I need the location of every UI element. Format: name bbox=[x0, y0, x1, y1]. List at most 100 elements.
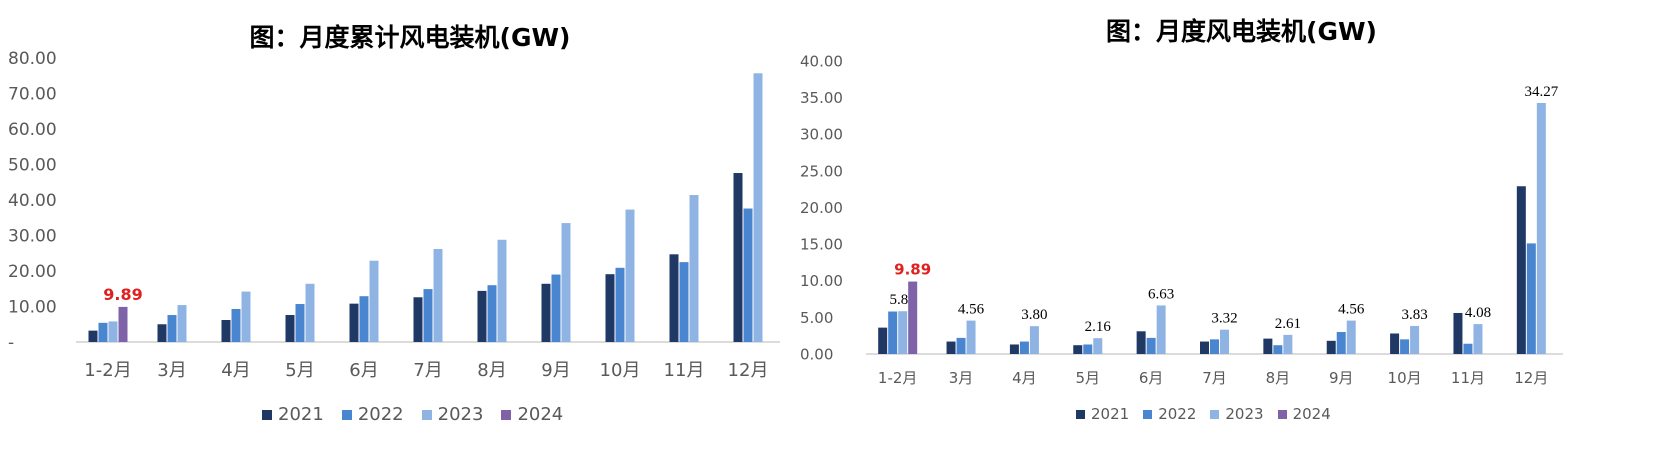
x-tick-label: 6月 bbox=[349, 360, 378, 381]
x-tick-label: 9月 bbox=[541, 360, 570, 381]
x-tick-label: 1-2月 bbox=[878, 369, 918, 387]
bar-2023 bbox=[1346, 320, 1356, 354]
y-tick-label: 20.00 bbox=[800, 199, 843, 217]
data-label: 9.89 bbox=[103, 285, 142, 304]
y-tick-label: - bbox=[8, 333, 14, 353]
x-tick-label: 12月 bbox=[1514, 369, 1548, 387]
bar-2021 bbox=[88, 330, 98, 342]
y-tick-label: 15.00 bbox=[800, 236, 843, 254]
y-tick-label: 40.00 bbox=[800, 52, 843, 70]
bar-2021 bbox=[413, 297, 423, 342]
bar-2022 bbox=[1210, 339, 1219, 354]
x-tick-label: 8月 bbox=[477, 360, 506, 381]
bar-2023 bbox=[1283, 334, 1293, 354]
y-tick-label: 10.00 bbox=[800, 272, 843, 290]
x-tick-label: 10月 bbox=[1388, 369, 1422, 387]
bar-2022 bbox=[167, 315, 177, 342]
bar-2021 bbox=[1390, 333, 1400, 354]
legend-swatch bbox=[501, 409, 512, 420]
x-tick-label: 9月 bbox=[1329, 369, 1354, 387]
legend-item-2022: 2022 bbox=[1143, 405, 1196, 423]
bar-2023 bbox=[1220, 329, 1229, 354]
bar-2023 bbox=[625, 209, 635, 342]
x-tick-label: 4月 bbox=[1012, 369, 1037, 387]
data-label: 6.63 bbox=[1148, 286, 1174, 302]
legend-item-2022: 2022 bbox=[341, 404, 404, 425]
bar-2022 bbox=[615, 267, 625, 342]
y-tick-label: 10.00 bbox=[8, 298, 57, 318]
x-tick-label: 3月 bbox=[949, 369, 974, 387]
bar-2021 bbox=[1073, 345, 1083, 354]
bar-2022 bbox=[1019, 341, 1029, 354]
legend-item-2024: 2024 bbox=[1277, 405, 1331, 423]
bar-2023 bbox=[305, 283, 315, 342]
data-label: 9.89 bbox=[894, 261, 931, 279]
bar-2021 bbox=[221, 319, 231, 342]
bar-2021 bbox=[1009, 344, 1019, 354]
bar-2022 bbox=[1273, 345, 1283, 354]
x-tick-label: 11月 bbox=[664, 360, 705, 381]
data-label: 4.56 bbox=[958, 302, 985, 318]
legend-item-2021: 2021 bbox=[1076, 405, 1129, 423]
bar-2022 bbox=[888, 311, 898, 354]
x-tick-label: 11月 bbox=[1451, 369, 1485, 387]
bar-2021 bbox=[669, 254, 679, 342]
bar-2021 bbox=[1136, 331, 1146, 354]
x-tick-label: 5月 bbox=[285, 360, 314, 381]
bar-2023 bbox=[689, 195, 699, 342]
bar-2021 bbox=[605, 274, 615, 342]
y-tick-label: 5.00 bbox=[800, 309, 833, 327]
chart-title: 图：月度风电装机(GW) bbox=[1106, 17, 1377, 46]
bar-2021 bbox=[157, 324, 167, 342]
bar-2022 bbox=[551, 274, 561, 342]
bar-2022 bbox=[1336, 332, 1346, 354]
bar-2022 bbox=[231, 308, 241, 342]
bar-2021 bbox=[1200, 341, 1209, 354]
bar-2023 bbox=[1156, 305, 1166, 354]
data-label: 34.27 bbox=[1524, 84, 1558, 100]
x-tick-label: 4月 bbox=[221, 360, 250, 381]
y-tick-label: 50.00 bbox=[8, 156, 57, 176]
chart-legend: 2021 2022 2023 2024 bbox=[1076, 405, 1331, 423]
bar-2023 bbox=[1093, 338, 1103, 354]
bar-2023 bbox=[108, 321, 118, 342]
legend-label: 2024 bbox=[517, 404, 564, 425]
legend-label: 2022 bbox=[357, 404, 404, 425]
bar-2022 bbox=[1526, 243, 1536, 354]
y-tick-label: 40.00 bbox=[8, 191, 57, 211]
bar-2023 bbox=[1410, 325, 1420, 354]
legend-item-2023: 2023 bbox=[1210, 405, 1264, 423]
bar-2023 bbox=[433, 248, 443, 342]
bar-2023 bbox=[753, 73, 763, 342]
legend-swatch bbox=[421, 409, 432, 420]
bar-2022 bbox=[487, 285, 497, 342]
y-tick-label: 60.00 bbox=[8, 120, 57, 140]
legend-item-2023: 2023 bbox=[421, 404, 484, 425]
bar-2023 bbox=[241, 291, 251, 342]
y-tick-label: 30.00 bbox=[800, 126, 843, 144]
x-tick-label: 6月 bbox=[1139, 369, 1164, 387]
bar-2022 bbox=[1146, 337, 1156, 354]
bar-2022 bbox=[295, 304, 305, 342]
y-tick-label: 70.00 bbox=[8, 85, 57, 105]
bar-2023 bbox=[561, 223, 571, 342]
legend-swatch bbox=[341, 409, 352, 420]
legend-item-2024: 2024 bbox=[501, 404, 563, 425]
x-tick-label: 7月 bbox=[1202, 369, 1227, 387]
bar-2021 bbox=[285, 315, 295, 342]
data-label: 2.16 bbox=[1085, 319, 1112, 335]
x-tick-label: 12月 bbox=[728, 360, 769, 381]
y-tick-label: 30.00 bbox=[8, 227, 57, 247]
bar-2023 bbox=[966, 320, 976, 354]
data-label: 4.56 bbox=[1338, 302, 1365, 318]
chart-legend: 2021 2022 2023 2024 bbox=[262, 404, 563, 425]
y-tick-label: 20.00 bbox=[8, 262, 57, 282]
bar-2022 bbox=[359, 296, 369, 342]
bar-2021 bbox=[946, 341, 956, 354]
bar-2021 bbox=[1263, 338, 1273, 354]
x-tick-label: 7月 bbox=[413, 360, 442, 381]
x-tick-label: 3月 bbox=[157, 360, 186, 381]
y-tick-label: 35.00 bbox=[800, 89, 843, 107]
legend-label: 2023 bbox=[437, 404, 484, 425]
legend-label: 2022 bbox=[1158, 405, 1197, 423]
